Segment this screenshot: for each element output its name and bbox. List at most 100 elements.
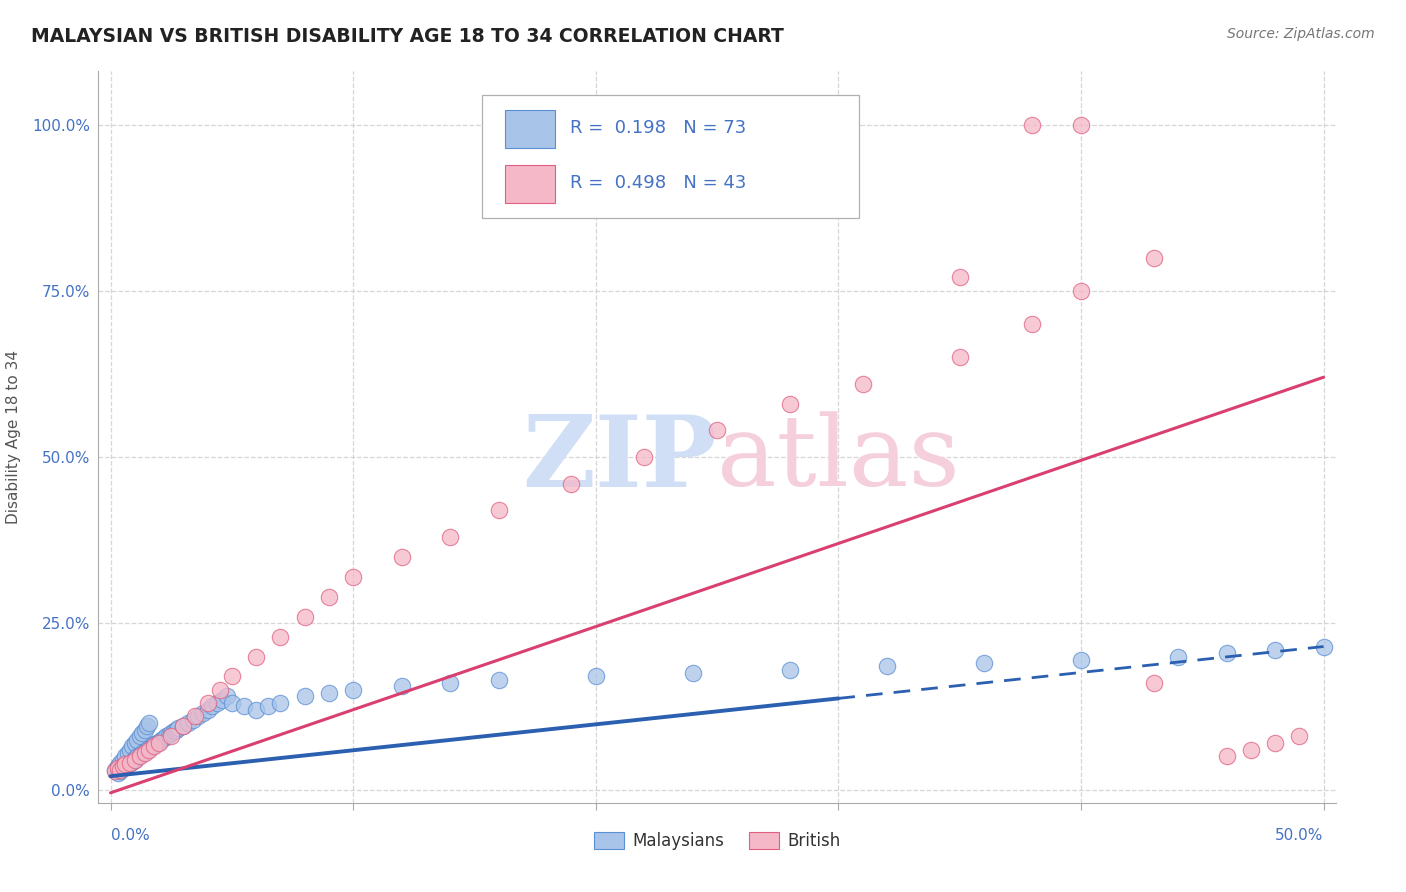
Point — [391, 680, 413, 694]
Point — [165, 723, 187, 737]
Point — [208, 682, 231, 697]
Point — [160, 726, 183, 740]
Point — [117, 757, 139, 772]
Point — [221, 669, 243, 683]
Point — [134, 746, 156, 760]
Point — [160, 729, 183, 743]
Point — [111, 753, 134, 767]
Point — [949, 351, 972, 365]
Point — [107, 761, 129, 775]
Bar — [506, 110, 555, 148]
Point — [215, 690, 238, 704]
Text: atlas: atlas — [717, 411, 960, 507]
Point — [201, 699, 224, 714]
Point — [107, 759, 129, 773]
Point — [148, 734, 170, 748]
Point — [633, 450, 655, 464]
Point — [439, 676, 461, 690]
Point — [1288, 729, 1310, 743]
Point — [172, 719, 194, 733]
Point — [145, 736, 167, 750]
Point — [876, 659, 898, 673]
Point — [294, 690, 316, 704]
Point — [128, 729, 150, 743]
Point — [131, 746, 153, 760]
Point — [197, 696, 219, 710]
Bar — [506, 165, 555, 203]
Point — [181, 713, 204, 727]
Point — [318, 686, 340, 700]
Text: MALAYSIAN VS BRITISH DISABILITY AGE 18 TO 34 CORRELATION CHART: MALAYSIAN VS BRITISH DISABILITY AGE 18 T… — [31, 27, 783, 45]
Point — [488, 503, 510, 517]
Point — [172, 719, 194, 733]
Point — [245, 649, 267, 664]
Point — [177, 716, 200, 731]
Point — [187, 709, 209, 723]
Point — [560, 476, 582, 491]
Point — [1143, 676, 1166, 690]
Point — [124, 753, 146, 767]
Point — [257, 699, 280, 714]
Point — [1240, 742, 1263, 756]
Point — [245, 703, 267, 717]
Point — [197, 703, 219, 717]
Point — [221, 696, 243, 710]
Point — [124, 736, 146, 750]
Point — [124, 750, 146, 764]
Point — [852, 376, 875, 391]
Point — [162, 723, 184, 738]
Point — [138, 742, 160, 756]
Point — [211, 692, 233, 706]
Point — [110, 763, 132, 777]
Point — [1312, 640, 1334, 654]
Y-axis label: Disability Age 18 to 34: Disability Age 18 to 34 — [6, 350, 21, 524]
Point — [1070, 653, 1092, 667]
Point — [191, 706, 214, 720]
Point — [141, 739, 163, 754]
Point — [143, 737, 166, 751]
Point — [1264, 736, 1286, 750]
Point — [131, 726, 153, 740]
Point — [585, 669, 607, 683]
Point — [682, 666, 704, 681]
Text: Source: ZipAtlas.com: Source: ZipAtlas.com — [1227, 27, 1375, 41]
Point — [269, 630, 291, 644]
Point — [1021, 118, 1043, 132]
Legend: Malaysians, British: Malaysians, British — [586, 825, 848, 856]
Point — [136, 742, 159, 756]
Point — [134, 744, 156, 758]
Point — [1167, 649, 1189, 664]
Point — [318, 590, 340, 604]
Text: 0.0%: 0.0% — [111, 829, 149, 844]
Point — [949, 270, 972, 285]
Point — [294, 609, 316, 624]
Text: R =  0.198   N = 73: R = 0.198 N = 73 — [569, 120, 747, 137]
Point — [148, 736, 170, 750]
Point — [1215, 749, 1237, 764]
Point — [134, 723, 156, 737]
Point — [1070, 118, 1092, 132]
Point — [184, 709, 207, 723]
Point — [779, 663, 801, 677]
Point — [153, 731, 176, 745]
Point — [121, 755, 143, 769]
Point — [107, 765, 129, 780]
Point — [114, 759, 136, 773]
Point — [1070, 284, 1092, 298]
Point — [706, 424, 728, 438]
Point — [207, 696, 229, 710]
Point — [342, 682, 364, 697]
Point — [128, 749, 150, 764]
Point — [138, 741, 160, 756]
Point — [269, 696, 291, 710]
Point — [114, 749, 136, 764]
Point — [104, 764, 127, 778]
Point — [342, 570, 364, 584]
Point — [1264, 643, 1286, 657]
Point — [233, 699, 256, 714]
Point — [110, 756, 132, 770]
Point — [1021, 317, 1043, 331]
Point — [117, 746, 139, 760]
Point — [488, 673, 510, 687]
Point — [104, 763, 127, 777]
